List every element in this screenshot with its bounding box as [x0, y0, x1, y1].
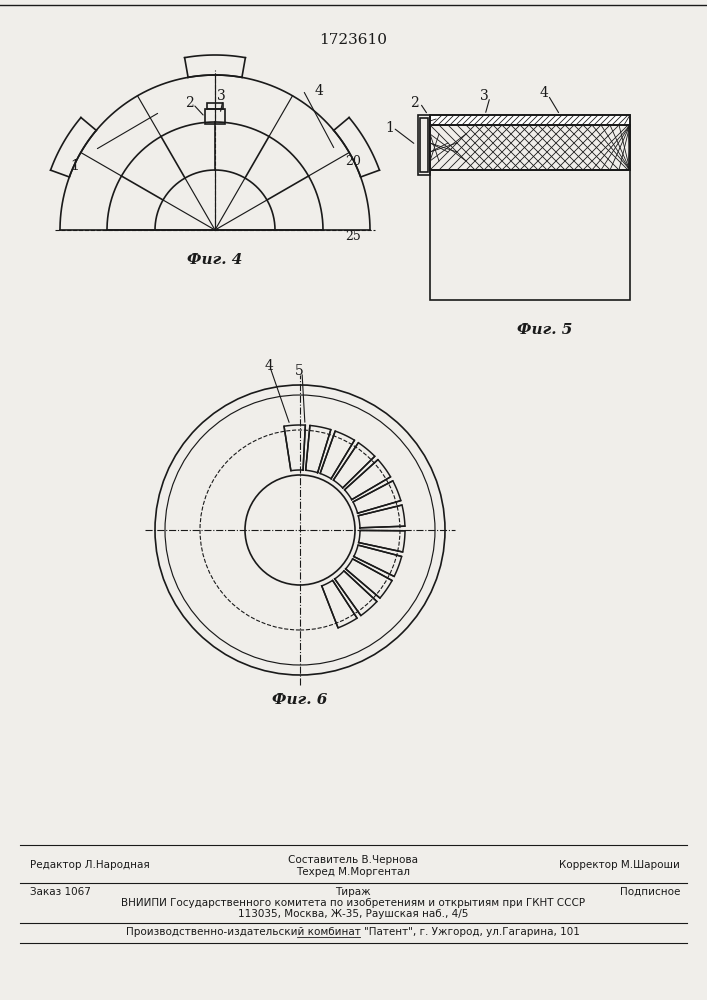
- Bar: [430, 125, 630, 170]
- Text: 3: 3: [217, 89, 226, 103]
- Text: 1: 1: [70, 159, 79, 173]
- Text: Производственно-издательский комбинат "Патент", г. Ужгород, ул.Гагарина, 101: Производственно-издательский комбинат "П…: [126, 927, 580, 937]
- Bar: [420, 118, 428, 172]
- Text: 20: 20: [345, 155, 361, 168]
- Text: 3: 3: [480, 89, 489, 103]
- Text: 1: 1: [385, 121, 394, 135]
- Text: 4: 4: [540, 86, 549, 100]
- Text: Тираж: Тираж: [335, 887, 370, 897]
- Text: Подписное: Подписное: [619, 887, 680, 897]
- Text: 5: 5: [295, 364, 304, 378]
- Text: Фиг. 4: Фиг. 4: [187, 253, 243, 267]
- Bar: [205, 109, 225, 124]
- Bar: [430, 170, 630, 300]
- Bar: [430, 125, 630, 170]
- Text: 4: 4: [315, 84, 324, 98]
- Bar: [430, 115, 630, 125]
- Text: ВНИИПИ Государственного комитета по изобретениям и открытиям при ГКНТ СССР: ВНИИПИ Государственного комитета по изоб…: [121, 898, 585, 908]
- Text: 113035, Москва, Ж-35, Раушская наб., 4/5: 113035, Москва, Ж-35, Раушская наб., 4/5: [238, 909, 468, 919]
- Text: 2: 2: [185, 96, 194, 110]
- Text: 25: 25: [345, 230, 361, 243]
- Text: Заказ 1067: Заказ 1067: [30, 887, 91, 897]
- Text: 4: 4: [265, 359, 274, 373]
- Text: 2: 2: [410, 96, 419, 110]
- Text: Редактор Л.Народная: Редактор Л.Народная: [30, 860, 150, 870]
- Text: Корректор М.Шароши: Корректор М.Шароши: [559, 860, 680, 870]
- Bar: [418, 115, 430, 175]
- Text: Составитель В.Чернова
Техред М.Моргентал: Составитель В.Чернова Техред М.Моргентал: [288, 855, 418, 877]
- Bar: [207, 103, 223, 109]
- Bar: [430, 115, 630, 125]
- Text: Фиг. 6: Фиг. 6: [272, 693, 327, 707]
- Text: 1723610: 1723610: [319, 33, 387, 47]
- Text: Фиг. 5: Фиг. 5: [518, 323, 573, 337]
